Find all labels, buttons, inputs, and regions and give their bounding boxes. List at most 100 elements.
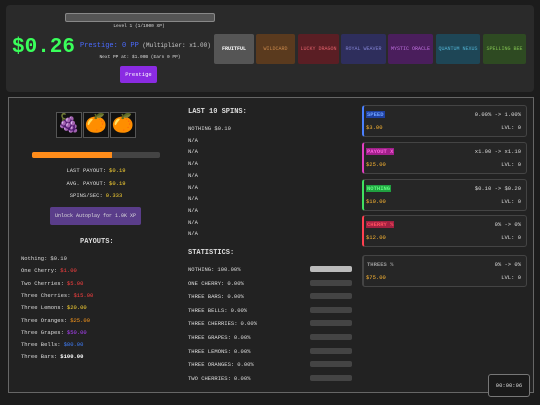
info-value: $0.19 bbox=[109, 179, 126, 187]
payout-value: $20.00 bbox=[66, 304, 87, 312]
upgrade-cost: $3.00 bbox=[366, 124, 383, 131]
payout-value: $50.00 bbox=[66, 328, 87, 336]
payout-label: Three Oranges: bbox=[21, 316, 68, 324]
prestige-pp: Prestige: 0 PP bbox=[80, 42, 139, 50]
stat-bar bbox=[310, 266, 352, 272]
payout-value: $0.10 bbox=[50, 255, 67, 262]
payout-value: $100.00 bbox=[60, 353, 84, 361]
info-value: 0.333 bbox=[105, 192, 123, 199]
stat-value: 0.00% bbox=[227, 279, 244, 287]
upgrade-effect: x1.00 -> x1.10 bbox=[474, 148, 521, 155]
upgrade-name: SPEED bbox=[366, 111, 385, 118]
stat-row: NOTHING: 100.00% bbox=[188, 266, 241, 273]
stat-value: 100.00% bbox=[217, 266, 241, 273]
reel: 🍊 bbox=[110, 112, 136, 138]
stat-track bbox=[310, 306, 352, 313]
autoplay-button[interactable]: Unlock Autoplay for 1.0K XP bbox=[50, 207, 141, 225]
upgrade-cost: $10.00 bbox=[366, 198, 386, 205]
upgrade-card[interactable] bbox=[362, 215, 527, 247]
payout-label: Nothing: bbox=[21, 255, 48, 262]
spin-row: N/A bbox=[188, 195, 198, 203]
upgrade-effect: $0.10 -> $0.20 bbox=[474, 185, 521, 192]
stat-track bbox=[310, 293, 352, 300]
xp-bar bbox=[65, 13, 215, 22]
stat-label: THREE LEMONS: bbox=[188, 347, 231, 355]
tab[interactable]: FRUITFUL bbox=[214, 34, 254, 64]
info-label: LAST PAYOUT: bbox=[66, 167, 107, 174]
stat-label: TWO CHERRIES: bbox=[188, 374, 231, 382]
reel: 🍊 bbox=[83, 112, 109, 138]
prestige-button[interactable]: Prestige bbox=[120, 66, 157, 83]
tab[interactable]: QUANTUM NEXUS bbox=[436, 34, 480, 64]
upgrade-card[interactable] bbox=[362, 142, 527, 174]
stat-row: THREE BARS: 0.00% bbox=[188, 293, 244, 300]
spin-row: NOTHING $0.10 bbox=[188, 125, 231, 132]
spin-row: N/A bbox=[188, 148, 198, 156]
spin-progress-fill bbox=[32, 152, 112, 158]
stat-row: THREE LEMONS: 0.00% bbox=[188, 348, 250, 355]
reel: 🍇 bbox=[56, 112, 82, 138]
tab[interactable]: SPELLING BEE bbox=[483, 34, 526, 64]
stat-track bbox=[310, 266, 352, 272]
info-label: SPINS/SEC: bbox=[69, 192, 103, 199]
multiplier: (Multiplier: x1.00) bbox=[142, 42, 211, 49]
stat-label: THREE ORANGES: bbox=[188, 361, 235, 369]
payout-value: $80.00 bbox=[63, 341, 84, 349]
stat-row: THREE GRAPES: 0.00% bbox=[188, 334, 250, 341]
stat-row: THREE BELLS: 0.00% bbox=[188, 307, 247, 314]
level: Level 1 (1/1000 XP) bbox=[113, 24, 165, 29]
upgrade-cost: $25.00 bbox=[366, 161, 386, 168]
stat-row: THREE CHERRIES: 0.00% bbox=[188, 320, 257, 327]
stat-value: 0.00% bbox=[240, 320, 258, 328]
payout-label: One Cherry: bbox=[21, 267, 58, 275]
info-label: AVG. PAYOUT: bbox=[66, 179, 107, 187]
upgrade-level: LVL: 0 bbox=[501, 234, 521, 241]
money: $0.26 bbox=[12, 36, 76, 59]
payout-value: $15.00 bbox=[73, 291, 94, 299]
upgrade-card[interactable] bbox=[362, 255, 527, 287]
upgrade-level: LVL: 0 bbox=[501, 198, 521, 205]
stat-row: THREE ORANGES: 0.00% bbox=[188, 361, 254, 368]
upgrade-name: NOTHING bbox=[366, 185, 392, 192]
upgrade-level: LVL: 0 bbox=[501, 161, 521, 168]
spin-row: N/A bbox=[188, 230, 198, 238]
payout-label: Three Cherries: bbox=[21, 291, 71, 299]
next-pp: Next PP at: $1.00B (Earn 0 PP) bbox=[99, 55, 181, 60]
upgrade-card[interactable] bbox=[362, 105, 527, 137]
upgrade-card[interactable] bbox=[362, 179, 527, 211]
stat-track bbox=[310, 374, 352, 381]
stat-value: 0.00% bbox=[233, 334, 251, 341]
stat-label: THREE BARS: bbox=[188, 293, 225, 301]
prestige: Prestige: 0 PP (Multiplier: x1.00) bbox=[80, 42, 211, 50]
spin-row: N/A bbox=[188, 218, 198, 226]
stat-value: 0.00% bbox=[233, 347, 251, 355]
stat-label: ONE CHERRY: bbox=[188, 279, 225, 287]
info-value: $0.19 bbox=[109, 167, 126, 174]
last-spins-title: LAST 10 SPINS: bbox=[188, 108, 247, 116]
stat-label: THREE GRAPES: bbox=[188, 334, 231, 341]
statistics-title: STATISTICS: bbox=[188, 249, 235, 257]
stat-value: 0.00% bbox=[233, 374, 251, 382]
payout-label: Three Bells: bbox=[21, 341, 61, 349]
timer: 00:00:06 bbox=[488, 374, 530, 397]
upgrade-effect: 0.00% -> 1.00% bbox=[474, 111, 521, 118]
payout-label: Three Bars: bbox=[21, 353, 58, 361]
stat-row: ONE CHERRY: 0.00% bbox=[188, 280, 244, 287]
spin-row: N/A bbox=[188, 136, 198, 144]
upgrade-cost: $12.00 bbox=[366, 234, 386, 241]
payout-value: $1.00 bbox=[60, 267, 77, 275]
stat-label: NOTHING: bbox=[188, 266, 215, 273]
stat-track bbox=[310, 279, 352, 286]
tab[interactable]: MYSTIC ORACLE bbox=[388, 34, 433, 64]
tab[interactable]: WILDCARD bbox=[256, 34, 295, 64]
upgrade-name: PAYOUT X bbox=[366, 148, 395, 155]
stat-value: 0.00% bbox=[237, 361, 254, 369]
stat-track bbox=[310, 361, 352, 368]
tab[interactable]: LUCKY DRAGON bbox=[298, 34, 339, 64]
spin-row: N/A bbox=[188, 171, 198, 179]
tab[interactable]: ROYAL WEAVER bbox=[341, 34, 386, 64]
upgrade-level: LVL: 0 bbox=[501, 274, 521, 281]
payout-label: Three Lemons: bbox=[21, 304, 64, 312]
payout-label: Three Grapes: bbox=[21, 328, 64, 336]
